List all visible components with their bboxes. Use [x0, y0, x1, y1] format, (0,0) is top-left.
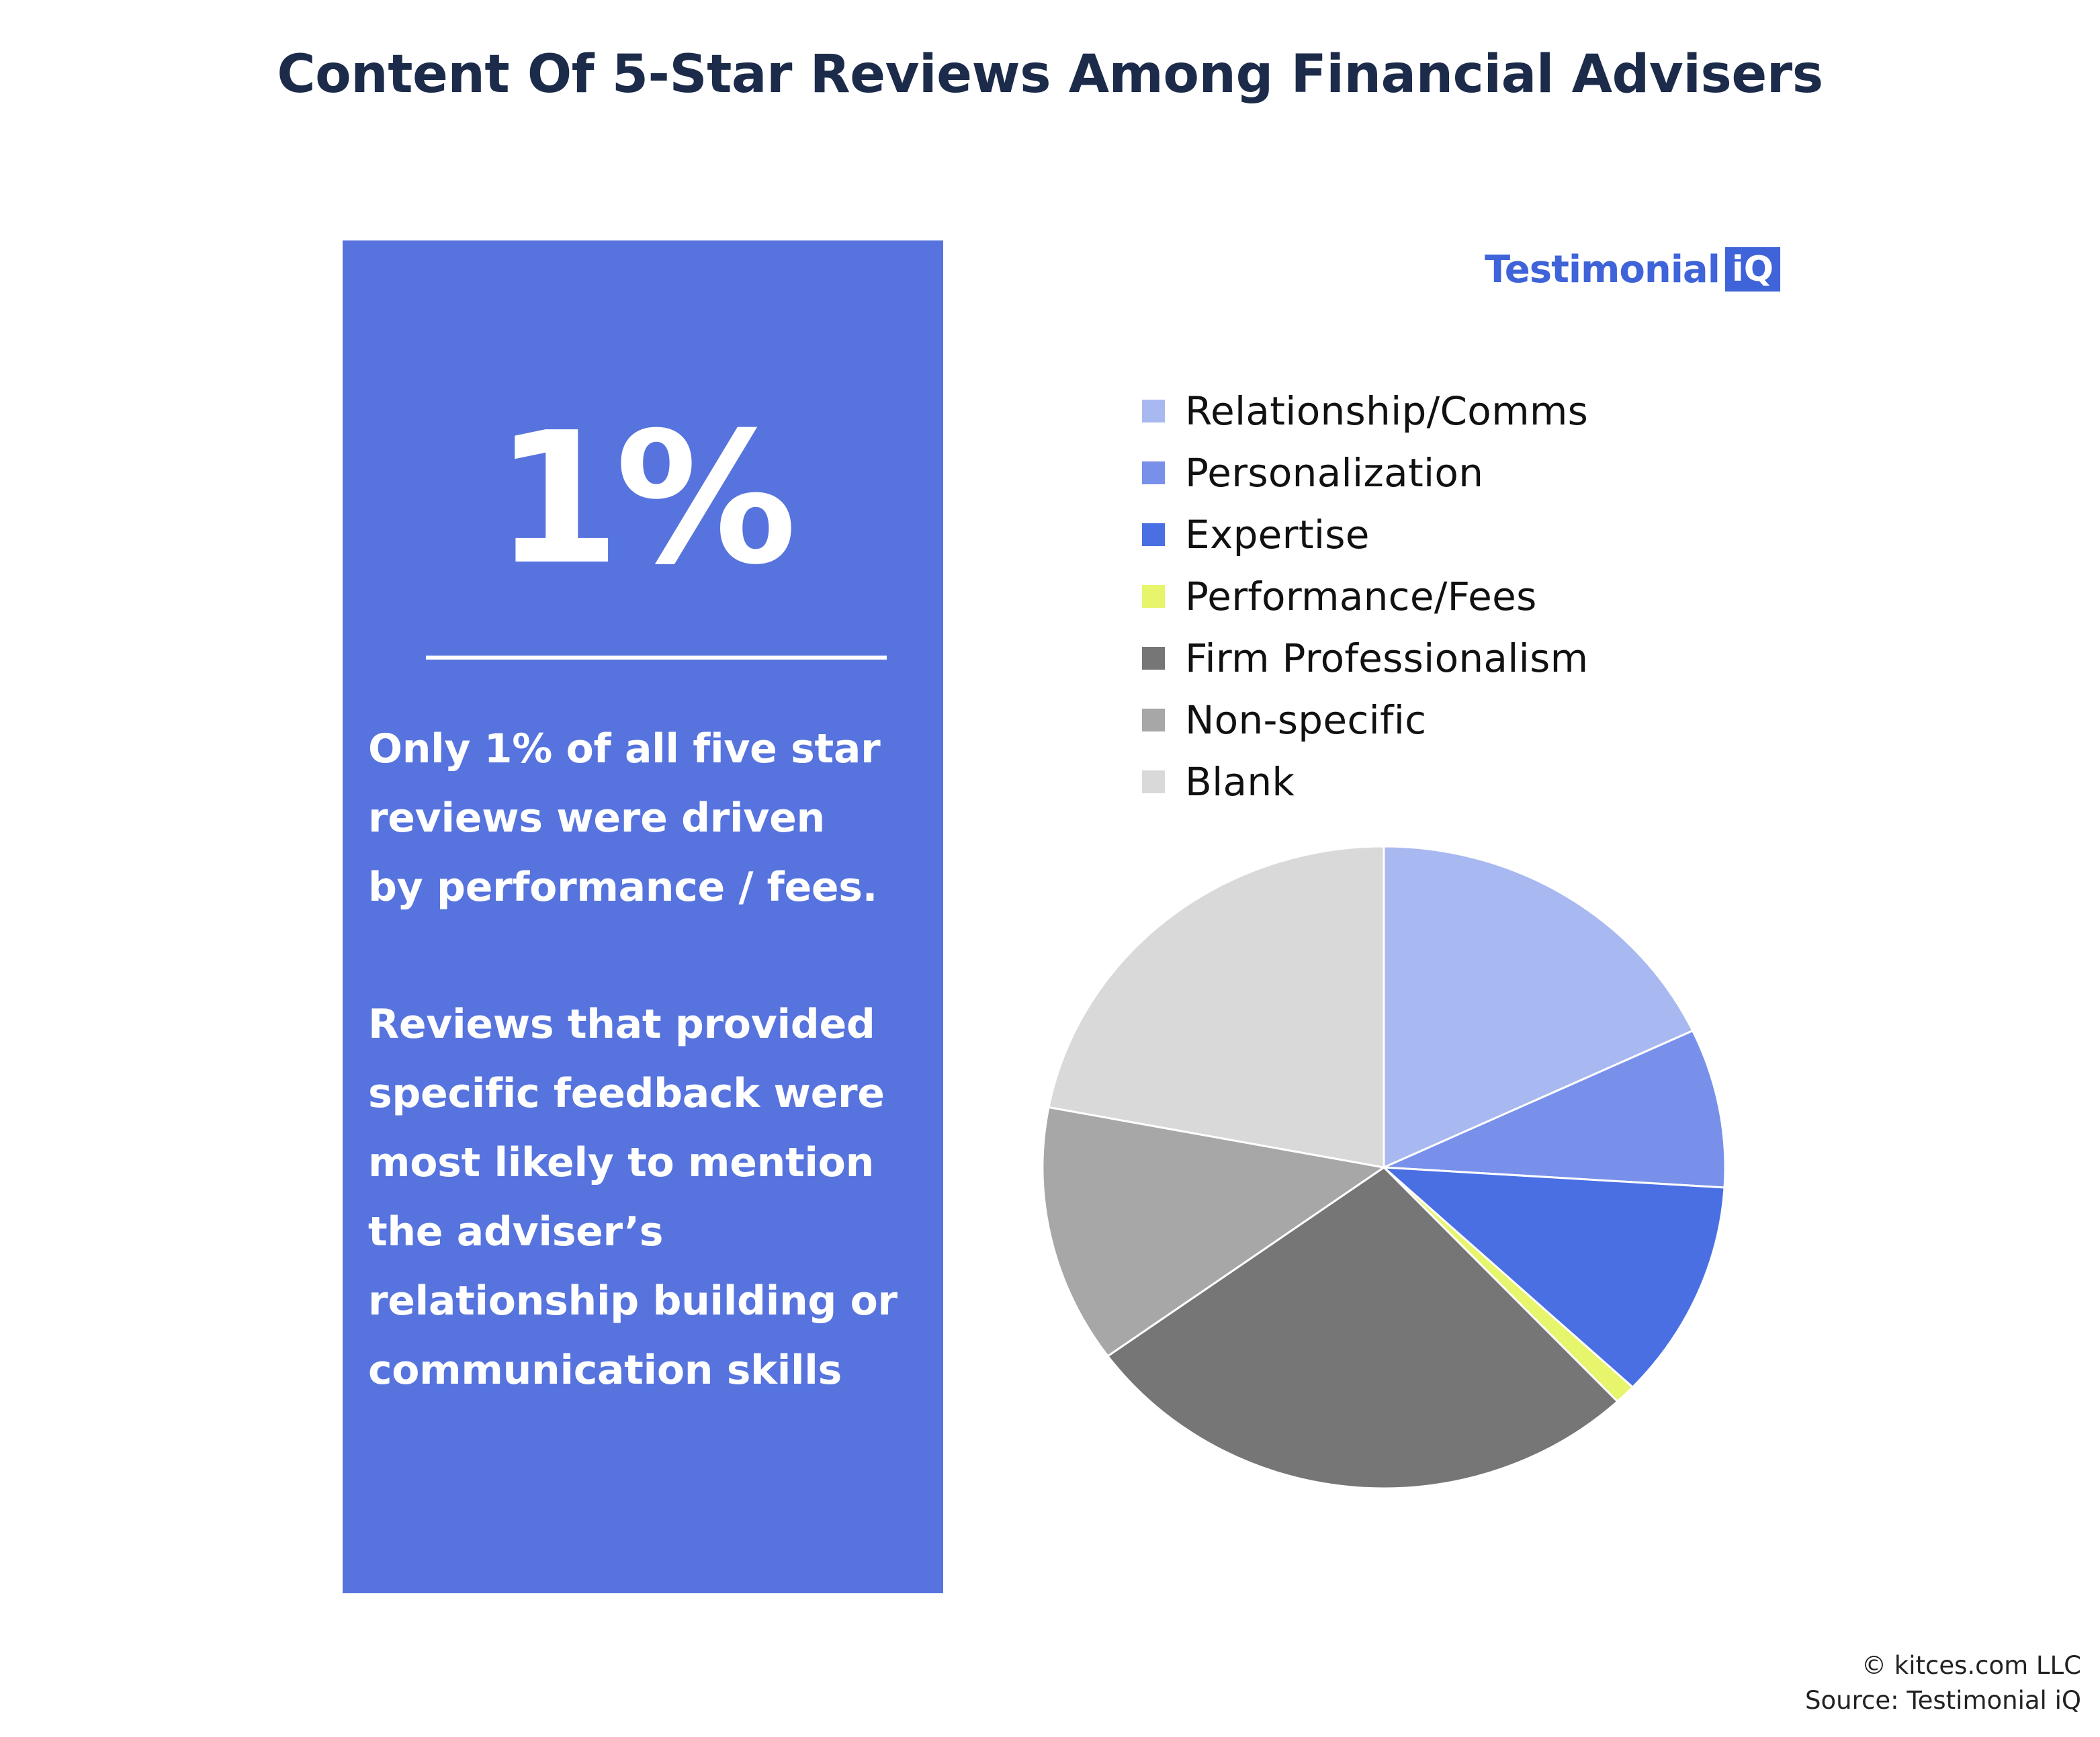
legend-swatch [1142, 400, 1165, 422]
legend-label: Non-specific [1185, 697, 1427, 743]
legend-item: Expertise [1142, 504, 1588, 566]
legend-label: Performance/Fees [1185, 574, 1537, 619]
credits: © kitces.com LLC Source: Testimonial iQ [1805, 1648, 2081, 1718]
callout-panel: 1% Only 1% of all five star reviews were… [343, 240, 943, 1593]
legend-swatch [1142, 647, 1165, 670]
legend-item: Performance/Fees [1142, 566, 1588, 627]
brand-wordmark: Testimonial [1485, 247, 1720, 292]
legend-swatch [1142, 585, 1165, 608]
legend-swatch [1142, 709, 1165, 731]
chart-legend: Relationship/Comms Personalization Experti… [1142, 380, 1588, 813]
legend-label: Firm Professionalism [1185, 635, 1589, 681]
source-text: Source: Testimonial iQ [1805, 1686, 2081, 1715]
headline-stat: 1% [494, 393, 797, 605]
legend-label: Personalization [1185, 450, 1484, 496]
brand-logo: Testimonial iQ [1485, 246, 1780, 293]
legend-swatch [1142, 461, 1165, 484]
copyright-text: © kitces.com LLC [1862, 1651, 2081, 1680]
legend-item: Relationship/Comms [1142, 380, 1588, 442]
legend-label: Blank [1185, 759, 1295, 805]
pie-slice [1041, 1106, 1387, 1357]
legend-swatch [1142, 770, 1165, 793]
legend-label: Relationship/Comms [1185, 388, 1589, 434]
pie-slice [1106, 1166, 1619, 1490]
legend-item: Firm Professionalism [1142, 627, 1588, 689]
callout-paragraph-1: Only 1% of all five star reviews were dr… [368, 725, 881, 911]
brand-mark: iQ [1724, 247, 1780, 292]
panel-divider [426, 656, 887, 660]
pie-slice [1381, 1166, 1726, 1389]
chart-title: Content Of 5-Star Reviews Among Financia… [277, 44, 1823, 105]
pie-slice [1383, 845, 1694, 1169]
legend-item: Personalization [1142, 442, 1588, 504]
legend-label: Expertise [1185, 512, 1370, 558]
legend-item: Non-specific [1142, 689, 1588, 751]
pie-slice [1383, 1029, 1726, 1189]
legend-item: Blank [1142, 751, 1588, 813]
legend-swatch [1142, 523, 1165, 546]
pie-slice [1047, 845, 1385, 1169]
callout-paragraph-2: Reviews that provided specific feedback … [368, 1001, 898, 1394]
